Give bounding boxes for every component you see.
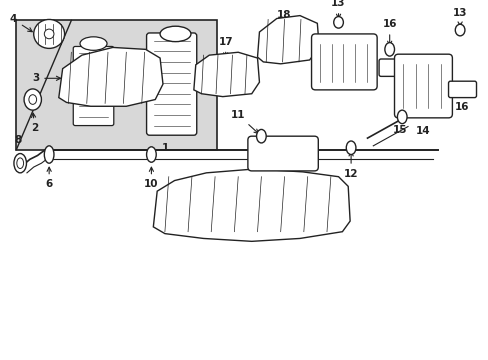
Polygon shape [193, 52, 259, 96]
Ellipse shape [256, 130, 265, 143]
Text: 12: 12 [343, 152, 358, 179]
Text: 2: 2 [31, 113, 38, 134]
FancyBboxPatch shape [73, 46, 114, 126]
Polygon shape [59, 48, 163, 106]
Ellipse shape [160, 26, 191, 42]
Text: 9: 9 [279, 171, 285, 192]
FancyBboxPatch shape [247, 136, 318, 171]
Text: 4: 4 [10, 14, 32, 32]
Text: 13: 13 [331, 0, 345, 18]
Ellipse shape [44, 29, 54, 39]
Ellipse shape [333, 17, 343, 28]
FancyBboxPatch shape [394, 54, 451, 118]
Text: 5: 5 [59, 80, 94, 90]
FancyBboxPatch shape [311, 34, 376, 90]
Ellipse shape [44, 146, 54, 163]
FancyBboxPatch shape [146, 33, 196, 135]
Text: 16: 16 [454, 102, 468, 112]
Ellipse shape [17, 158, 23, 168]
FancyBboxPatch shape [16, 21, 217, 150]
Text: 16: 16 [382, 19, 396, 45]
Text: 19: 19 [279, 215, 293, 225]
Ellipse shape [29, 95, 37, 104]
Text: 3: 3 [32, 73, 61, 83]
FancyBboxPatch shape [447, 81, 475, 98]
Text: 18: 18 [276, 10, 290, 26]
Ellipse shape [384, 42, 394, 56]
Polygon shape [153, 169, 349, 241]
Text: 17: 17 [218, 37, 232, 57]
Text: 1: 1 [162, 143, 169, 153]
Text: 14: 14 [415, 126, 430, 136]
Ellipse shape [80, 37, 107, 50]
Text: 10: 10 [144, 167, 158, 189]
Polygon shape [257, 15, 319, 64]
Text: 11: 11 [230, 110, 258, 134]
Ellipse shape [454, 24, 464, 36]
Text: 15: 15 [392, 125, 407, 135]
Text: 6: 6 [45, 167, 53, 189]
Ellipse shape [14, 154, 26, 173]
Ellipse shape [397, 110, 406, 123]
Ellipse shape [346, 141, 355, 154]
Text: 13: 13 [452, 8, 467, 26]
FancyBboxPatch shape [378, 59, 407, 76]
Text: 8: 8 [15, 135, 22, 145]
Ellipse shape [146, 147, 156, 162]
Ellipse shape [34, 19, 64, 48]
Text: 7: 7 [15, 157, 22, 167]
Ellipse shape [24, 89, 41, 110]
